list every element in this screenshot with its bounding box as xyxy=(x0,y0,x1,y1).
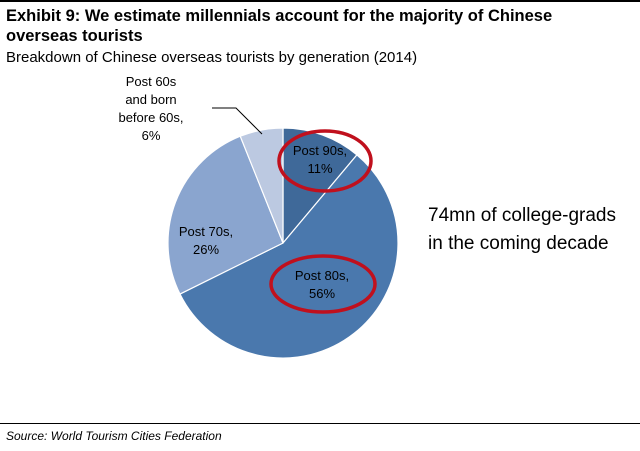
highlight-ellipse-post-80s xyxy=(269,254,377,314)
pie-slice-post-90s xyxy=(282,127,358,245)
slice-label-post-80s: Post 80s, 56% xyxy=(295,268,349,301)
slice-label-post-70s: Post 70s, 26% xyxy=(179,224,233,257)
pie-slice-post-80s xyxy=(179,154,399,359)
slice-label-post-60s-and-born-before-60s: Post 60s and born before 60s, 6% xyxy=(118,74,183,143)
bottom-rule xyxy=(0,423,640,424)
source-note: Source: World Tourism Cities Federation xyxy=(6,429,222,443)
pie-slice-post-70s xyxy=(167,135,284,295)
top-rule xyxy=(0,0,640,2)
chart-subtitle: Breakdown of Chinese overseas tourists b… xyxy=(6,49,418,66)
slice-label-post-90s: Post 90s, 11% xyxy=(293,143,347,176)
leader-line-post-60s xyxy=(212,107,263,135)
highlight-ellipse-post-90s xyxy=(277,129,373,193)
pie-slice-post-60s-and-born-before-60s xyxy=(239,127,284,244)
annotation-line-1: 74mn of college-grads xyxy=(428,205,616,226)
annotation-text: 74mn of college-grads in the coming deca… xyxy=(428,202,628,258)
annotation-line-2: in the coming decade xyxy=(428,233,609,254)
chart-title: Exhibit 9: We estimate millennials accou… xyxy=(6,7,553,45)
